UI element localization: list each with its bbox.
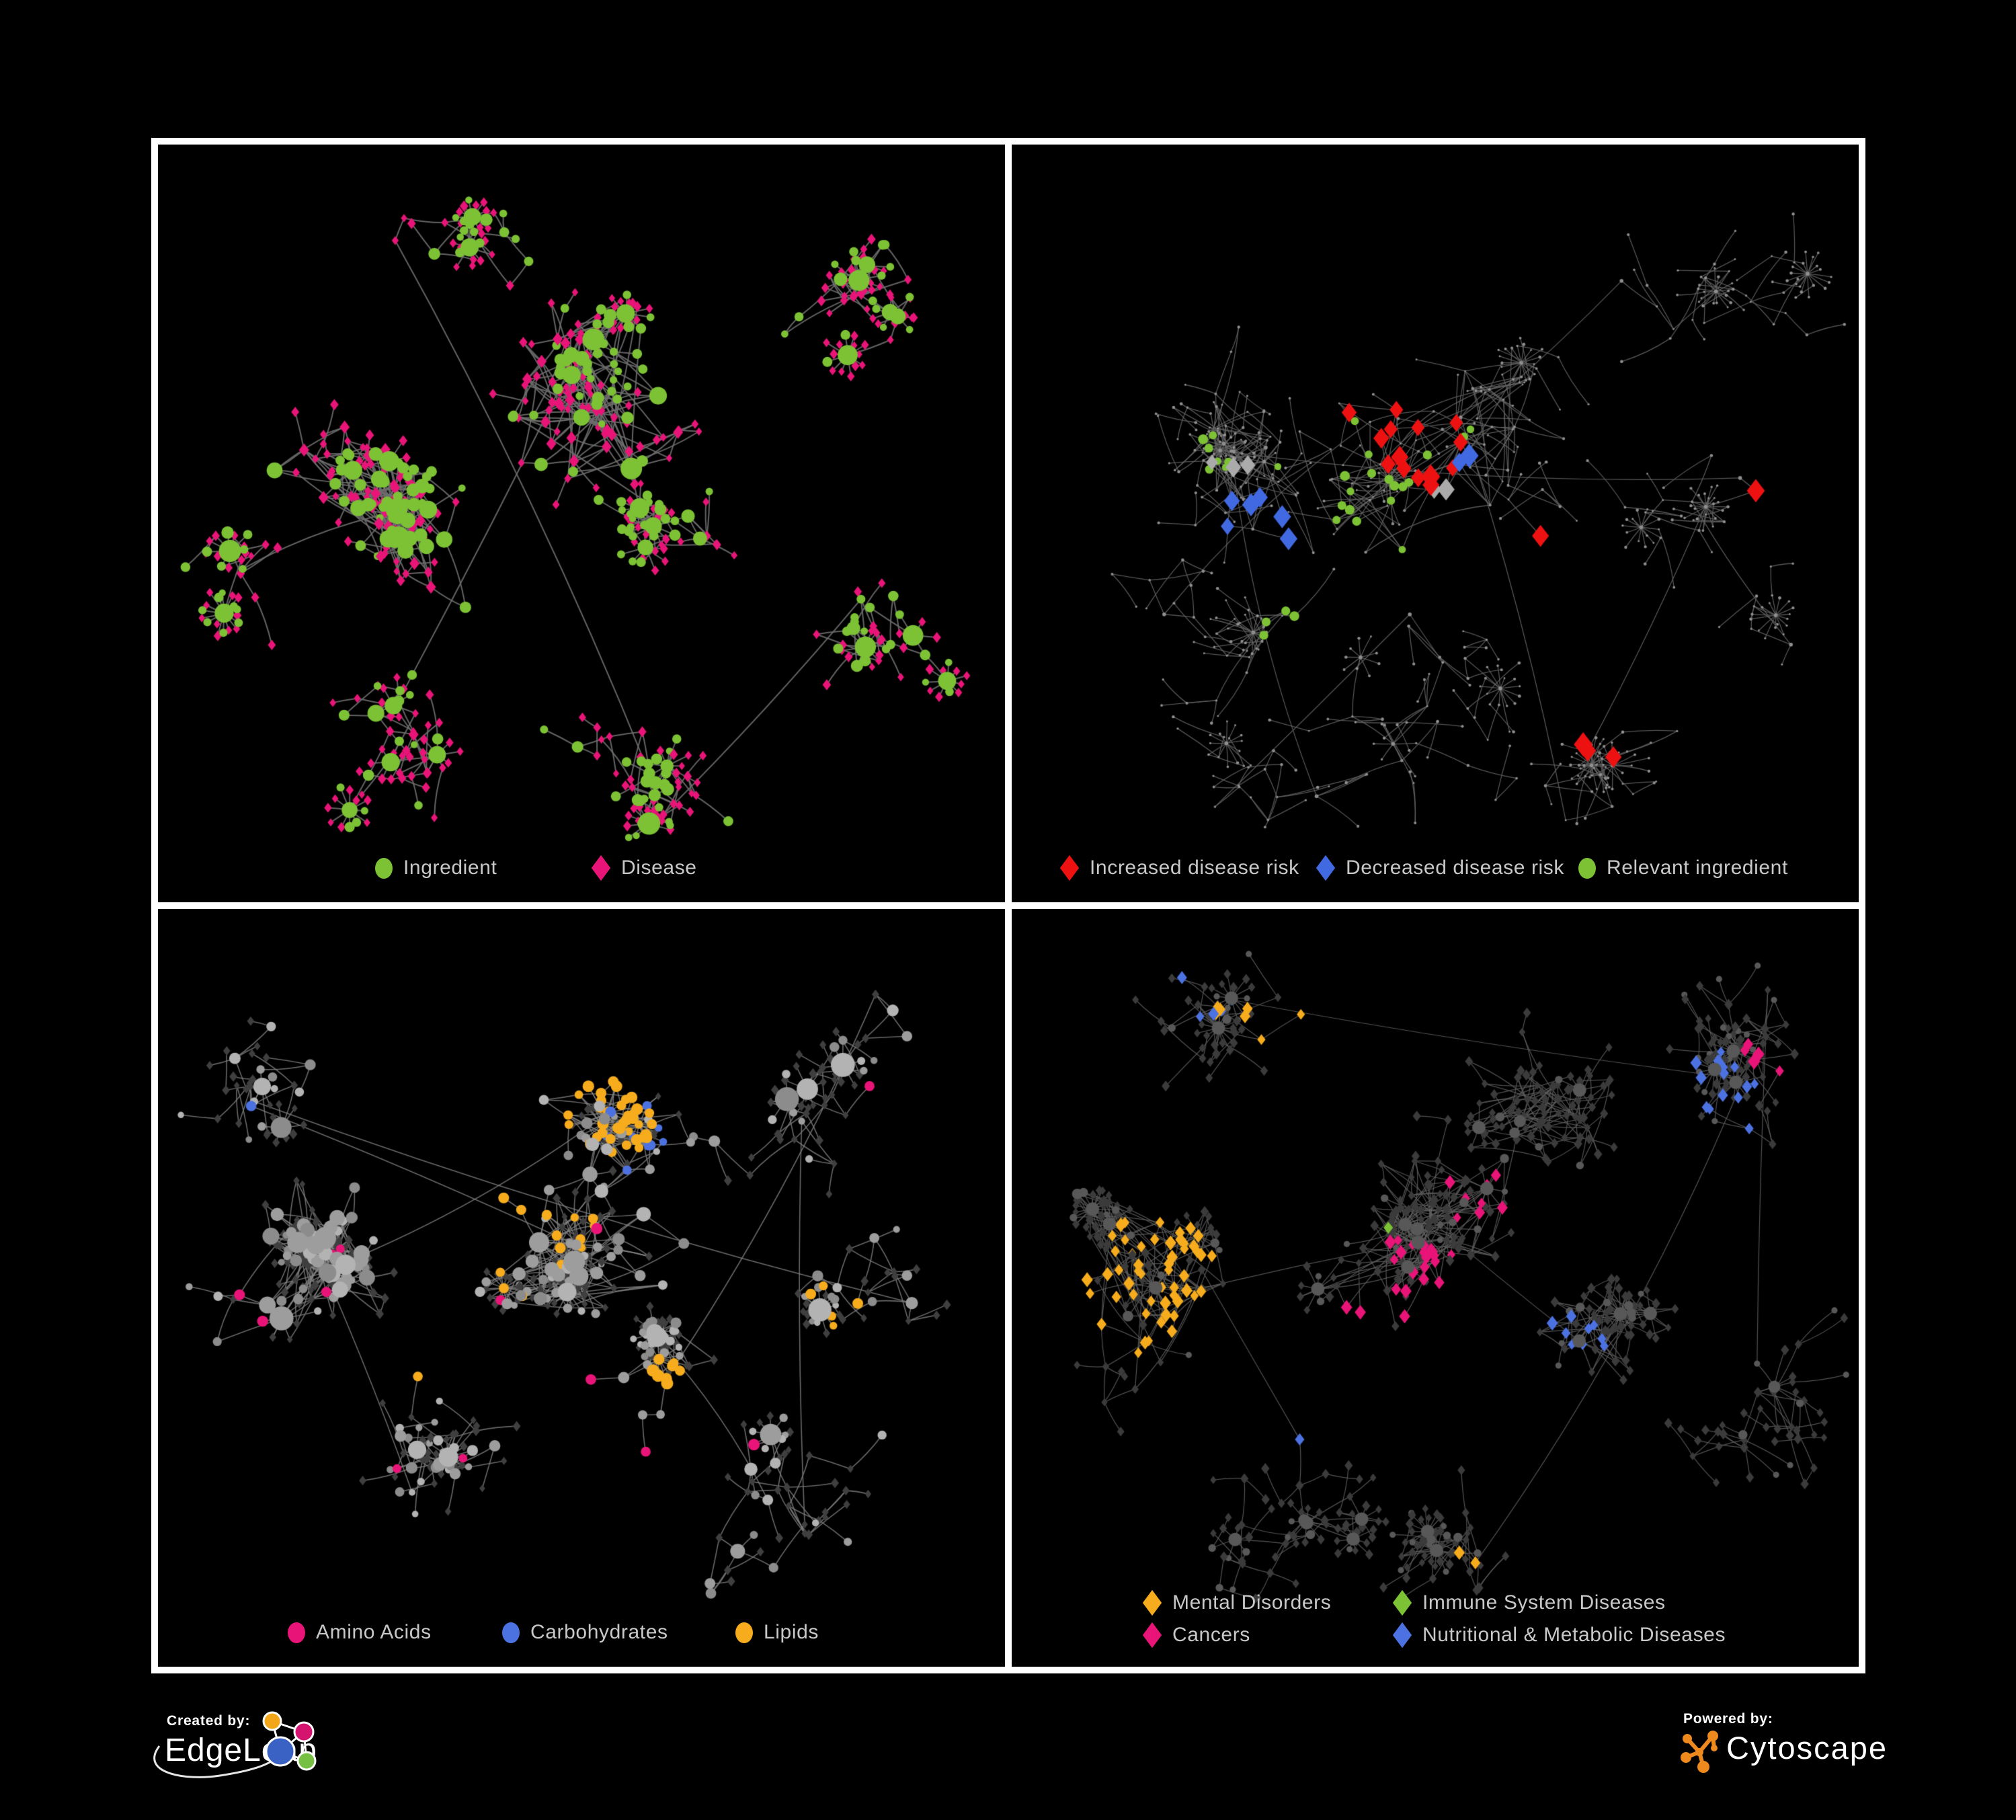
legend-label: Decreased disease risk (1346, 857, 1565, 879)
legend-label: Lipids (764, 1621, 819, 1643)
legend-label: Carbohydrates (530, 1621, 668, 1643)
edgeleap-logo-icon (153, 1711, 317, 1778)
decreased-disease-risk-marker-icon (1316, 855, 1336, 881)
lipids-marker-icon (735, 1622, 753, 1643)
legend-label: Mental Disorders (1172, 1591, 1332, 1614)
legend-item: Carbohydrates (502, 1618, 668, 1647)
cytoscape-wordmark: Cytoscape (1726, 1730, 1888, 1766)
panel-disease-classes: Mental Disorders Immune System Diseases Ca… (1012, 909, 1859, 1667)
relevant-ingredient-marker-icon (1578, 857, 1596, 879)
legend-item: Lipids (735, 1618, 819, 1647)
disease-risk-network-canvas (1012, 145, 1859, 902)
increased-disease-risk-marker-icon (1059, 855, 1080, 881)
nutritional-metabolic-diseases-marker-icon (1392, 1622, 1412, 1649)
legend-label: Immune System Diseases (1422, 1591, 1666, 1614)
legend-label: Increased disease risk (1090, 857, 1299, 879)
legend-item: Immune System Diseases (1392, 1589, 1666, 1617)
legend-label: Nutritional & Metabolic Diseases (1422, 1624, 1726, 1646)
created-by-label: Created by: (167, 1713, 251, 1729)
legend-label: Relevant ingredient (1607, 857, 1788, 879)
panel-nutrient-classes: Amino Acids Carbohydrates Lipids (158, 909, 1005, 1667)
amino-acids-marker-icon (288, 1622, 305, 1643)
legend-item: Amino Acids (288, 1618, 432, 1647)
powered-by-label: Powered by: (1683, 1711, 1773, 1727)
legend-item: Relevant ingredient (1578, 854, 1788, 882)
disease-marker-icon (591, 855, 611, 881)
panel-ingredient-disease: Ingredient Disease (158, 145, 1005, 902)
ingredient-disease-network-canvas (158, 145, 1005, 902)
legend-item: Increased disease risk (1059, 854, 1299, 882)
legend-item: Cancers (1142, 1621, 1250, 1649)
cancers-marker-icon (1142, 1622, 1162, 1649)
legend-label: Disease (621, 857, 697, 879)
carbohydrates-marker-icon (502, 1622, 520, 1643)
legend-item: Nutritional & Metabolic Diseases (1392, 1621, 1726, 1649)
legend-item: Disease (591, 854, 697, 882)
legend-item: Decreased disease risk (1316, 854, 1564, 882)
legend-label: Cancers (1172, 1624, 1250, 1646)
disease-classes-network-canvas (1012, 909, 1859, 1667)
legend-label: Ingredient (403, 857, 497, 879)
legend-label: Amino Acids (316, 1621, 432, 1643)
mental-disorders-marker-icon (1142, 1589, 1162, 1616)
nutrient-classes-network-canvas (158, 909, 1005, 1667)
panel-disease-risk: Increased disease risk Decreased disease … (1012, 145, 1859, 902)
legend-item: Ingredient (375, 854, 497, 882)
legend-item: Mental Disorders (1142, 1589, 1332, 1617)
immune-system-diseases-marker-icon (1392, 1589, 1412, 1616)
cytoscape-logo-icon (1681, 1731, 1718, 1773)
ingredient-marker-icon (375, 857, 393, 879)
network-panels-grid: Ingredient Disease Increased disease risk… (151, 138, 1865, 1673)
